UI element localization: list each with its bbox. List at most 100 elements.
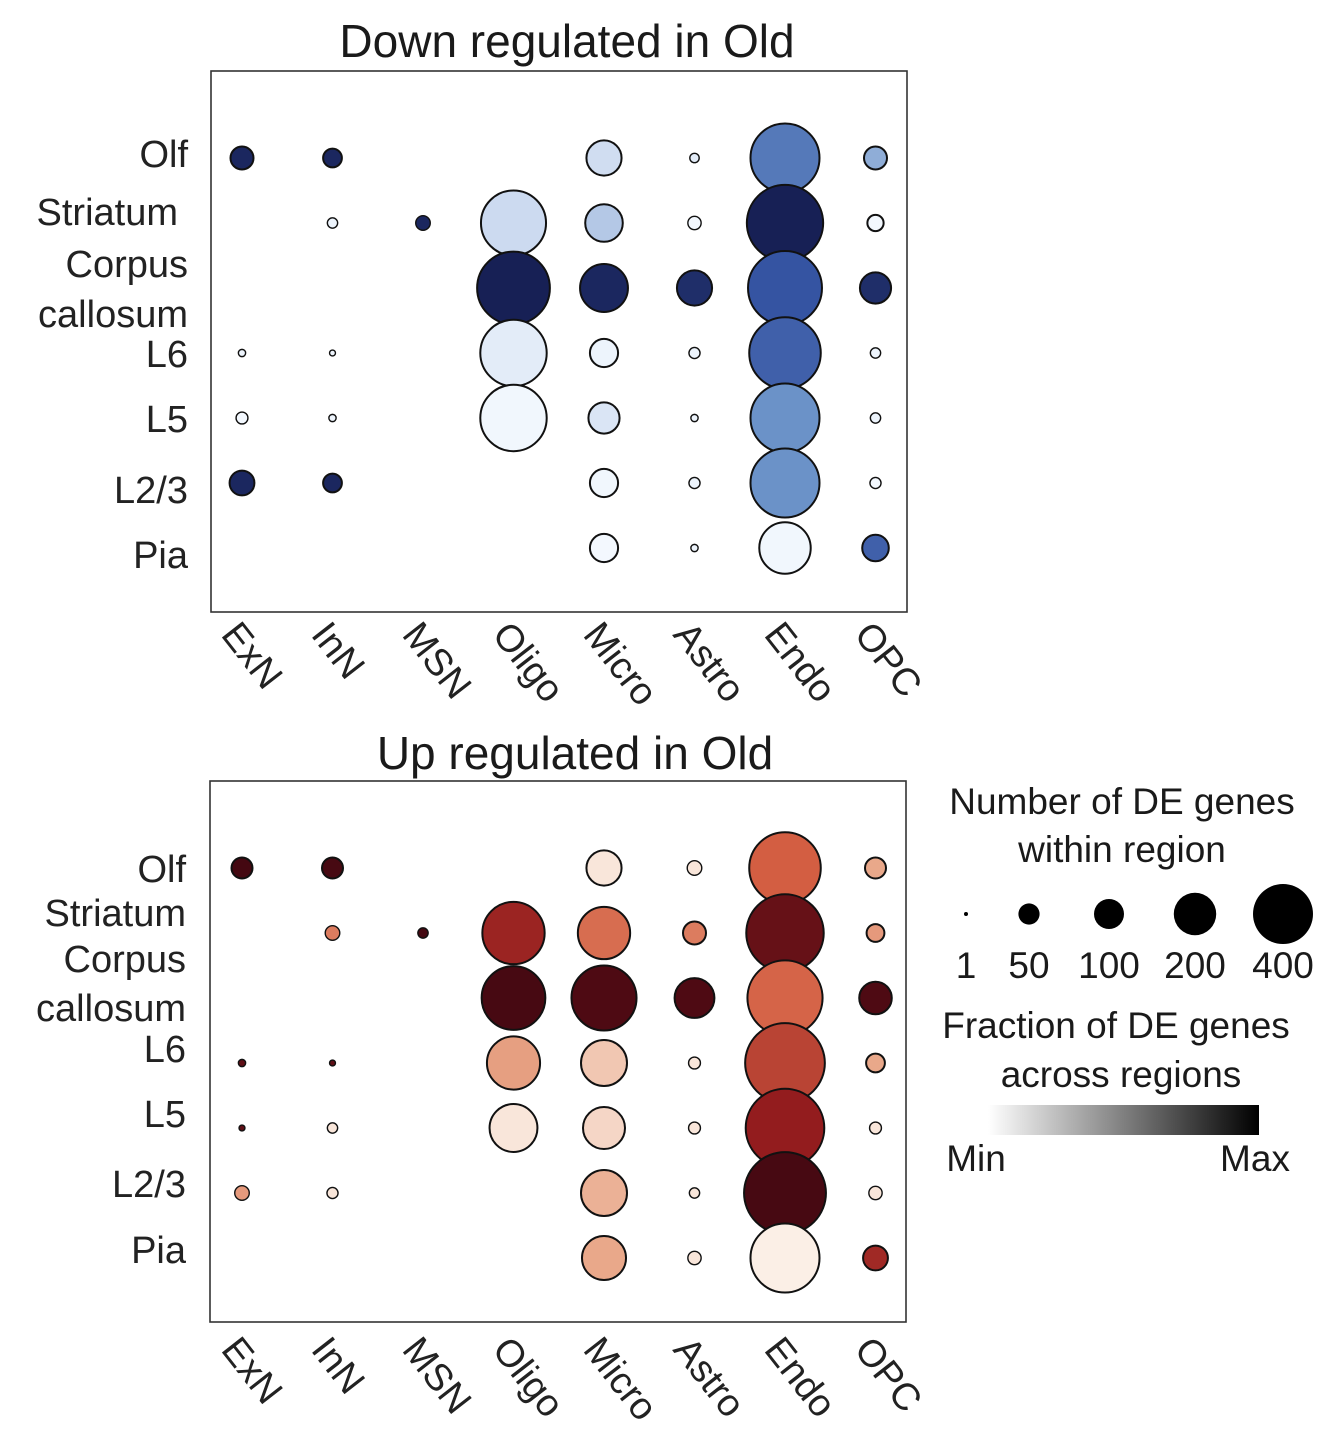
y-label-olf: Olf (137, 849, 186, 891)
y-label-corpus: Corpus (66, 244, 189, 286)
y-label-l2-3: L2/3 (112, 1164, 186, 1206)
y-label-l6: L6 (144, 1029, 186, 1071)
down-dot-opc-pia (861, 533, 890, 563)
down-dot-oligo-l6 (479, 318, 548, 388)
size-legend-dots (964, 884, 1313, 944)
x-label-msn: MSN (394, 615, 479, 707)
up-dot-opc-corpus-callosum (858, 980, 893, 1016)
size-legend-dot-50 (1018, 903, 1040, 925)
panel-up-title: Up regulated in Old (377, 727, 773, 779)
color-min-label: Min (946, 1138, 1006, 1179)
y-label-callosum: callosum (38, 294, 188, 336)
up-dot-astro-l6 (687, 1056, 702, 1070)
down-dot-oligo-corpus-callosum (476, 250, 551, 326)
down-dot-astro-olf (689, 152, 700, 164)
up-dot-astro-olf (686, 860, 703, 876)
size-label-50: 50 (1008, 945, 1049, 986)
x-label-oligo: Oligo (484, 1330, 572, 1426)
up-dot-exn-l6 (237, 1058, 247, 1068)
down-dot-micro-l2-3 (588, 467, 620, 499)
up-dot-oligo-corpus-callosum (480, 965, 547, 1031)
down-dot-micro-olf (585, 139, 623, 177)
x-label-msn: MSN (394, 1330, 479, 1422)
down-dot-endo-l2-3 (749, 447, 821, 519)
size-legend-labels: 1 50 100 200 400 (956, 945, 1314, 986)
color-gradient-bar (988, 1105, 1259, 1135)
y-label-pia: Pia (131, 1230, 187, 1272)
panel-down-y-labels: Olf Striatum Corpus callosum L6 L5 L2/3 … (37, 134, 189, 577)
up-dot-astro-striatum (681, 920, 708, 946)
y-label-pia: Pia (133, 535, 189, 577)
y-label-l5: L5 (144, 1094, 186, 1136)
up-dot-micro-l6 (579, 1038, 629, 1088)
up-dot-endo-l2-3 (743, 1151, 827, 1235)
down-dot-endo-olf (749, 122, 821, 194)
x-label-exn: ExN (213, 1330, 290, 1412)
down-dot-inn-olf (322, 147, 343, 169)
down-dot-endo-l5 (749, 382, 821, 454)
up-dot-micro-l2-3 (579, 1168, 629, 1218)
panel-up: Up regulated in Old Olf Striatum Corpus … (36, 727, 930, 1429)
color-max-label: Max (1220, 1138, 1290, 1179)
down-dot-oligo-striatum (479, 189, 548, 257)
up-dot-opc-striatum (865, 923, 886, 943)
panel-up-x-labels: ExN InN MSN Oligo Micro Astro Endo OPC (213, 1330, 930, 1429)
down-dot-inn-l5 (328, 413, 337, 423)
down-dot-oligo-l5 (479, 383, 548, 453)
x-label-inn: InN (303, 615, 373, 687)
up-dot-oligo-striatum (481, 900, 546, 966)
up-dot-exn-olf (230, 856, 254, 880)
x-label-astro: Astro (665, 615, 753, 711)
down-dot-endo-l6 (748, 316, 822, 390)
panel-up-frame (209, 780, 907, 1323)
size-label-100: 100 (1078, 945, 1140, 986)
x-label-inn: InN (303, 1330, 373, 1402)
x-label-astro: Astro (665, 1330, 753, 1426)
y-label-striatum: Striatum (37, 192, 178, 234)
down-dot-endo-pia (758, 521, 812, 575)
down-dot-micro-striatum (584, 203, 624, 243)
down-dot-micro-l5 (587, 401, 621, 435)
up-dot-endo-olf (748, 831, 822, 905)
up-dot-oligo-l5 (488, 1103, 539, 1153)
down-dot-opc-striatum (866, 213, 885, 233)
down-dot-inn-l2-3 (322, 472, 343, 494)
down-dot-astro-l2-3 (688, 476, 701, 490)
up-dot-exn-l5 (238, 1124, 246, 1132)
down-dot-astro-l6 (688, 346, 701, 360)
up-dot-opc-l5 (868, 1121, 883, 1135)
x-label-endo: Endo (756, 615, 844, 711)
up-dot-astro-l5 (687, 1121, 702, 1135)
down-dot-micro-pia (588, 532, 620, 564)
up-dot-inn-l6 (328, 1059, 337, 1067)
y-label-l2-3: L2/3 (114, 470, 188, 512)
panel-up-dots (230, 831, 893, 1294)
up-dot-msn-striatum (417, 927, 429, 939)
x-label-opc: OPC (846, 1330, 930, 1421)
size-legend-dot-1 (964, 912, 968, 916)
legend: Number of DE genes within region 1 50 10… (942, 781, 1314, 1179)
up-dot-oligo-l6 (485, 1035, 542, 1091)
down-dot-astro-l5 (690, 413, 699, 423)
up-dot-exn-l2-3 (234, 1185, 250, 1201)
down-dot-exn-l6 (237, 348, 247, 358)
down-dot-inn-striatum (326, 217, 339, 229)
x-label-exn: ExN (213, 615, 290, 697)
down-dot-astro-corpus-callosum (675, 269, 714, 307)
down-dot-endo-corpus-callosum (747, 250, 823, 326)
down-dot-msn-striatum (415, 215, 431, 231)
x-label-opc: OPC (846, 615, 930, 706)
panel-up-y-labels: Olf Striatum Corpus callosum L6 L5 L2/3 … (36, 849, 187, 1272)
color-legend-title-1: Fraction of DE genes (942, 1005, 1290, 1046)
y-label-olf: Olf (139, 134, 188, 176)
x-label-micro: Micro (575, 615, 665, 714)
up-dot-opc-l2-3 (868, 1185, 883, 1201)
down-dot-exn-l2-3 (228, 469, 256, 497)
panel-down-x-labels: ExN InN MSN Oligo Micro Astro Endo OPC (213, 615, 930, 714)
size-legend-dot-100 (1094, 899, 1124, 929)
up-dot-endo-pia (749, 1222, 821, 1294)
up-dot-inn-olf (321, 856, 344, 880)
down-dot-micro-corpus-callosum (579, 263, 629, 313)
panel-down-dots (228, 122, 893, 575)
